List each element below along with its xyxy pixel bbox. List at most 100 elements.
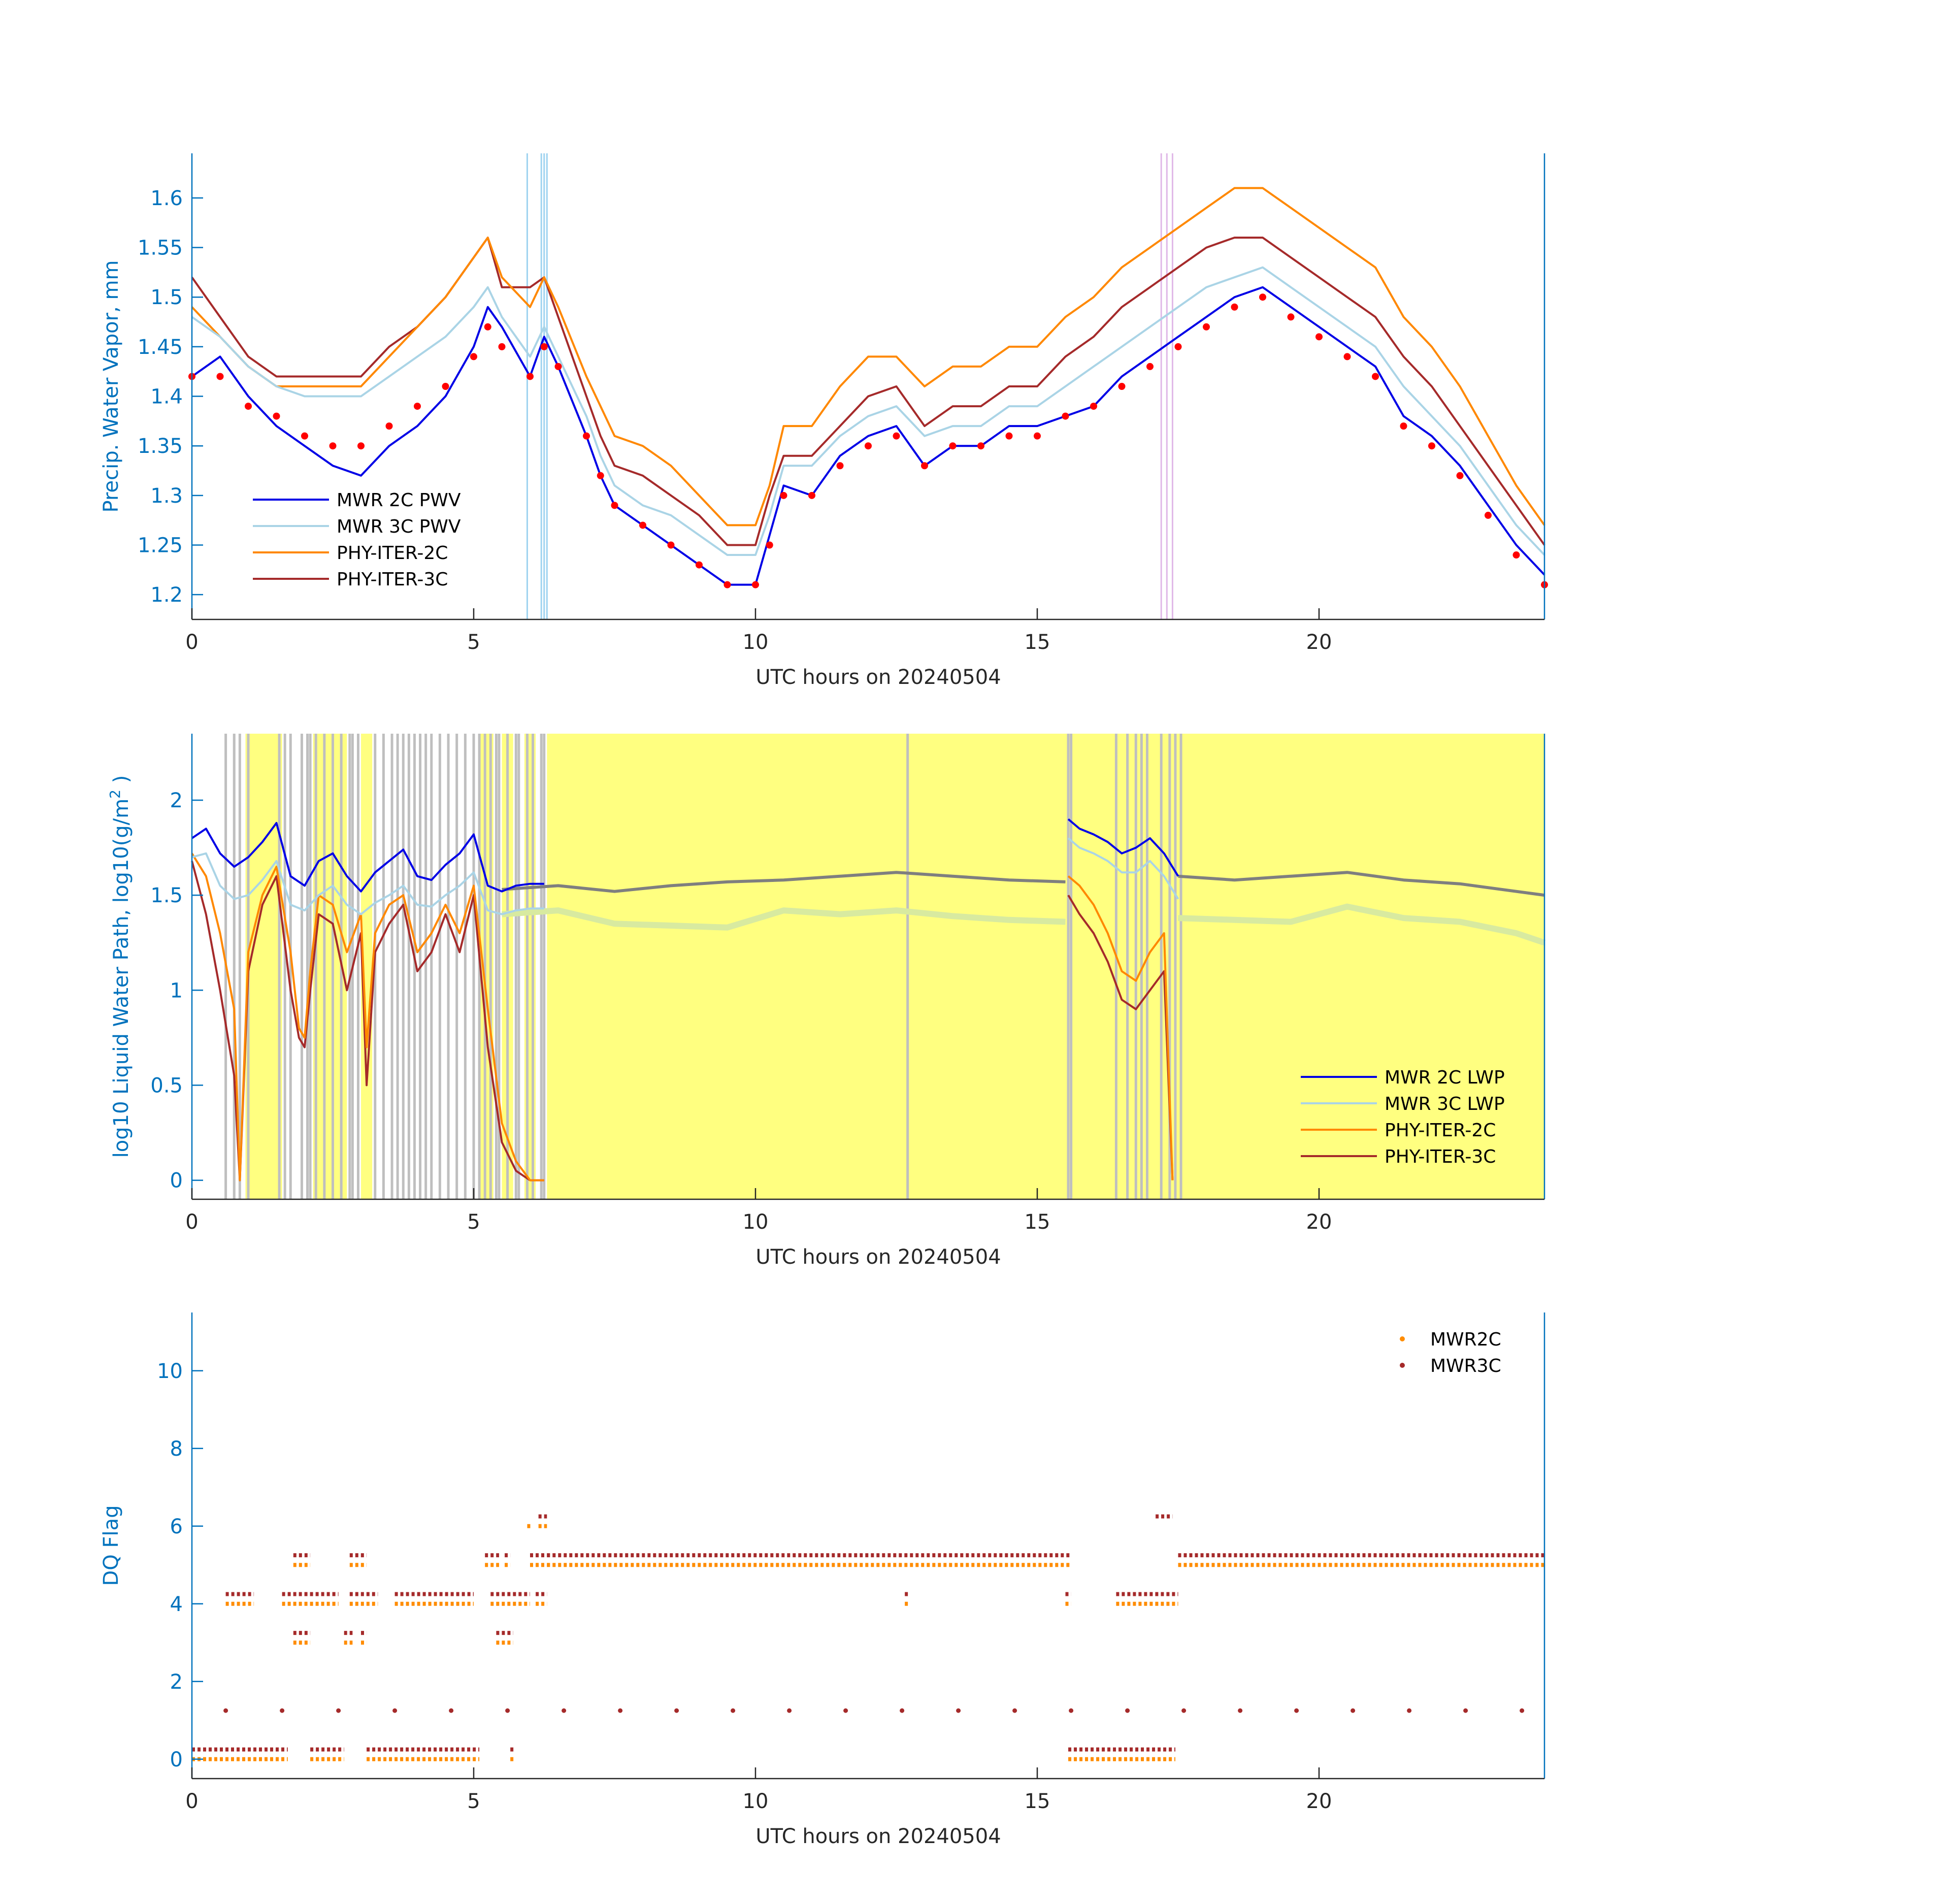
qc-flag-band [361, 734, 373, 1199]
retrieval-point [1203, 323, 1210, 331]
dq-flag-point [1238, 1708, 1243, 1713]
retrieval-point [780, 491, 787, 499]
retrieval-point [1062, 412, 1069, 420]
dq-flag-point [280, 1708, 285, 1713]
y-tick-label: 1.55 [138, 237, 183, 260]
retrieval-point [216, 373, 224, 380]
retrieval-point [1118, 383, 1126, 390]
legend: MWR 2C PWV MWR 3C PWV PHY-ITER-2C PHY-ITER-… [253, 490, 461, 590]
retrieval-point [484, 323, 491, 331]
x-axis-label: UTC hours on 20240504 [755, 1245, 1001, 1269]
legend-marker [1400, 1363, 1405, 1368]
dq-series-mwr3c [192, 1514, 1544, 1752]
y-tick-label: 0 [170, 1748, 183, 1771]
y-tick-label: 1.45 [138, 336, 183, 359]
retrieval-point [357, 442, 365, 450]
x-tick-label: 20 [1306, 631, 1332, 654]
x-tick-label: 0 [185, 631, 198, 654]
retrieval-point [498, 343, 506, 350]
dq-flag-point [956, 1708, 961, 1713]
legend: MWR 2C LWP MWR 3C LWP PHY-ITER-2C PHY-ITER-… [1301, 1067, 1505, 1167]
retrieval-point [1315, 333, 1323, 341]
y-tick-label: 1.5 [150, 286, 183, 309]
y-tick-label: 1.5 [150, 884, 183, 907]
retrieval-point [1343, 353, 1351, 360]
x-tick-label: 10 [743, 1210, 769, 1234]
y-tick-label: 6 [170, 1515, 183, 1538]
y-tick-label: 2 [170, 1670, 183, 1694]
series-line-mwr-3c-pwv [191, 266, 1545, 556]
x-tick-label: 10 [743, 1790, 769, 1813]
dq-flag-point [900, 1708, 905, 1713]
legend-marker [1400, 1336, 1405, 1341]
series-line-lwp-gray [502, 871, 1545, 897]
dq-flag-point [618, 1708, 623, 1713]
pwv-panel: 0 5 10 15 20 1.2 1.25 1.3 1.35 1.4 1.45 1.5 1.55 1.6 U… [100, 153, 1548, 689]
y-tick-label: 0 [170, 1169, 183, 1193]
retrieval-point [921, 462, 928, 470]
series-line-phy-iter-2c [191, 852, 1174, 1181]
dq-flag-point [731, 1708, 736, 1713]
retrieval-point [1512, 551, 1520, 559]
retrieval-point [245, 403, 252, 410]
dq-flag-point [1294, 1708, 1299, 1713]
y-axis-label: log10 Liquid Water Path, log10(g/m2 ) [107, 775, 133, 1158]
dq-flag-point [674, 1708, 679, 1713]
dq-flag-point [562, 1708, 567, 1713]
x-tick-label: 20 [1306, 1790, 1332, 1813]
retrieval-point [1034, 432, 1041, 440]
y-tick-label: 1.6 [150, 187, 183, 210]
legend-label: MWR3C [1430, 1356, 1501, 1376]
y-tick-label: 1.2 [150, 583, 183, 607]
retrieval-point [554, 363, 562, 370]
dq-flag-point [843, 1708, 848, 1713]
x-tick-label: 15 [1025, 1210, 1050, 1234]
legend-label: MWR 3C LWP [1385, 1094, 1505, 1114]
retrieval-point [1146, 363, 1154, 370]
legend-label: PHY-ITER-2C [337, 543, 448, 564]
x-axis-label: UTC hours on 20240504 [755, 1825, 1001, 1848]
series-line-lwp-green [502, 903, 1545, 946]
dq-flag-point [1069, 1708, 1074, 1713]
series-line-mwr-2c-lwp [191, 818, 1179, 893]
retrieval-point [893, 432, 900, 440]
dq-flag-point [392, 1708, 398, 1713]
x-axis-label: UTC hours on 20240504 [755, 666, 1001, 689]
dq-flag-point [505, 1708, 510, 1713]
y-tick-label: 1.35 [138, 435, 183, 458]
retrieval-point [1174, 343, 1182, 350]
retrieval-point [273, 412, 280, 420]
y-axis-label: DQ Flag [100, 1505, 123, 1586]
retrieval-point [597, 472, 604, 479]
retrieval-point [1287, 313, 1295, 321]
retrieval-point [836, 462, 844, 470]
retrieval-point [540, 343, 548, 350]
retrieval-point [723, 581, 731, 588]
retrieval-point [639, 521, 646, 529]
y-tick-label: 0.5 [150, 1074, 183, 1097]
dq-flag-point [449, 1708, 454, 1713]
y-tick-label: 10 [157, 1360, 183, 1383]
retrieval-point [526, 373, 534, 380]
x-tick-label: 0 [185, 1790, 198, 1813]
retrieval-point [329, 442, 337, 450]
retrieval-point [1259, 293, 1266, 301]
retrieval-point [977, 442, 984, 450]
retrieval-point [667, 541, 675, 549]
x-tick-label: 15 [1025, 1790, 1050, 1813]
retrieval-point [583, 432, 590, 440]
y-tick-label: 1.4 [150, 385, 183, 409]
dq-flag-point [1407, 1708, 1412, 1713]
retrieval-point [1231, 303, 1238, 311]
y-tick-label: 1.3 [150, 484, 183, 508]
retrieval-point [1090, 403, 1097, 410]
dq-flag-point [336, 1708, 341, 1713]
retrieval-point [949, 442, 957, 450]
legend-label: PHY-ITER-3C [1385, 1146, 1496, 1167]
x-tick-label: 10 [743, 631, 769, 654]
lwp-panel: 0 5 10 15 20 0 0.5 1 1.5 2 UTC hours on 20240504 lo… [107, 734, 1545, 1269]
y-tick-label: 1.25 [138, 534, 183, 557]
legend-label: PHY-ITER-3C [337, 569, 448, 590]
retrieval-point [1456, 472, 1464, 479]
